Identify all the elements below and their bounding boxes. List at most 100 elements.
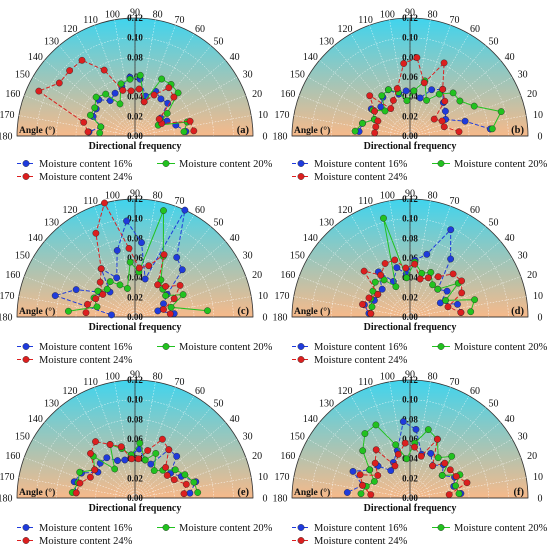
data-point-mc20	[455, 490, 463, 498]
angle-tick-label: 30	[243, 251, 253, 262]
angle-tick-label: 40	[230, 233, 240, 244]
data-point-mc24	[457, 309, 465, 316]
panel-label: (f)	[514, 487, 525, 498]
legend-item-mc16: Moisture content 16%	[292, 342, 408, 353]
angle-axis-label: Angle (°)	[19, 125, 55, 136]
angle-tick-label: 10	[533, 472, 543, 483]
angle-tick-label: 110	[358, 377, 373, 388]
data-point-mc20	[117, 80, 125, 88]
data-point-mc16	[147, 460, 155, 468]
data-point-mc24	[72, 489, 80, 497]
data-point-mc24	[374, 117, 382, 125]
angle-tick-label: 40	[505, 414, 515, 425]
r-tick-label: 0.06	[402, 253, 418, 263]
data-point-mc16	[164, 99, 172, 107]
data-point-mc20	[438, 471, 446, 479]
angle-tick-label: 10	[533, 291, 543, 302]
angle-tick-label: 20	[252, 89, 262, 100]
data-point-mc16	[387, 467, 395, 474]
data-point-mc24	[135, 85, 143, 93]
angle-tick-label: 30	[518, 251, 528, 262]
data-point-mc24	[359, 300, 366, 308]
legend-marker	[22, 173, 30, 180]
data-point-mc24	[433, 435, 441, 443]
angle-tick-label: 80	[428, 371, 438, 382]
data-point-mc16	[103, 454, 111, 462]
data-point-mc24	[402, 264, 410, 272]
data-point-mc24	[441, 97, 449, 105]
r-tick-label: 0.04	[127, 92, 143, 102]
r-tick-label: 0.06	[402, 434, 418, 444]
data-point-mc20	[442, 296, 449, 304]
angle-tick-label: 160	[280, 270, 295, 281]
data-point-mc24	[165, 84, 173, 92]
data-point-mc24	[458, 289, 466, 297]
data-point-mc24	[100, 66, 108, 74]
angle-tick-label: 120	[338, 386, 353, 397]
data-point-mc20	[96, 129, 104, 137]
legend-item-mc16: Moisture content 16%	[292, 159, 408, 170]
data-point-mc20	[103, 285, 111, 293]
data-point-mc20	[434, 454, 442, 462]
data-point-mc20	[124, 285, 131, 292]
data-point-mc24	[87, 473, 94, 481]
data-point-mc20	[403, 274, 410, 282]
r-tick-label: 0.08	[127, 52, 143, 62]
data-point-mc24	[97, 265, 105, 273]
angle-tick-label: 120	[63, 205, 78, 216]
data-point-mc20	[167, 303, 175, 311]
legend-marker	[162, 524, 170, 531]
legend-marker	[437, 343, 445, 350]
data-point-mc20	[424, 426, 432, 433]
angle-tick-label: 80	[153, 371, 163, 382]
angle-tick-label: 170	[0, 291, 14, 302]
data-point-mc24	[367, 310, 375, 317]
data-point-mc16	[343, 489, 351, 496]
data-point-mc20	[126, 258, 134, 266]
angle-tick-label: 60	[195, 205, 205, 216]
data-point-mc16	[72, 286, 80, 293]
angle-tick-label: 150	[15, 432, 30, 443]
angle-tick-label: 120	[338, 205, 353, 216]
data-point-mc20	[97, 123, 105, 131]
data-point-mc16	[138, 239, 145, 247]
angle-tick-label: 180	[0, 132, 13, 143]
angle-tick-label: 150	[15, 251, 30, 262]
series-line-mc16	[347, 420, 462, 494]
angle-tick-label: 150	[290, 432, 305, 443]
legend: Moisture content 16% Moisture content 20%…	[17, 342, 273, 366]
angle-tick-label: 160	[280, 89, 295, 100]
legend-item-mc16: Moisture content 16%	[17, 159, 133, 170]
data-point-mc24	[91, 466, 99, 474]
legend-item-mc24: Moisture content 24%	[17, 355, 133, 366]
data-point-mc20	[116, 100, 124, 108]
data-point-mc24	[372, 123, 380, 131]
angle-tick-label: 10	[258, 291, 268, 302]
angle-tick-label: 0	[538, 313, 543, 324]
angle-tick-label: 180	[273, 494, 288, 505]
data-point-mc20	[381, 107, 389, 115]
data-point-mc16	[447, 226, 455, 234]
data-point-mc20	[361, 430, 369, 437]
angle-tick-label: 130	[44, 218, 59, 229]
angle-tick-label: 20	[527, 89, 537, 100]
angle-tick-label: 70	[174, 377, 184, 388]
r-tick-label: 0.08	[402, 233, 418, 243]
r-tick-label: 0.00	[127, 493, 143, 503]
data-point-mc20	[351, 127, 359, 135]
data-point-mc24	[411, 443, 418, 451]
data-point-mc24	[119, 87, 127, 94]
data-point-mc24	[444, 303, 452, 311]
legend-item-mc24: Moisture content 24%	[292, 172, 408, 183]
radial-axis-title: Directional frequency	[364, 503, 457, 514]
data-point-mc24	[76, 479, 84, 487]
data-point-mc16	[441, 107, 449, 115]
angle-axis-label: Angle (°)	[294, 125, 330, 136]
angle-tick-label: 80	[153, 9, 163, 20]
angle-tick-label: 110	[83, 377, 98, 388]
data-point-mc20	[403, 455, 410, 463]
data-point-mc16	[113, 274, 121, 282]
panel-label: (a)	[237, 125, 250, 136]
